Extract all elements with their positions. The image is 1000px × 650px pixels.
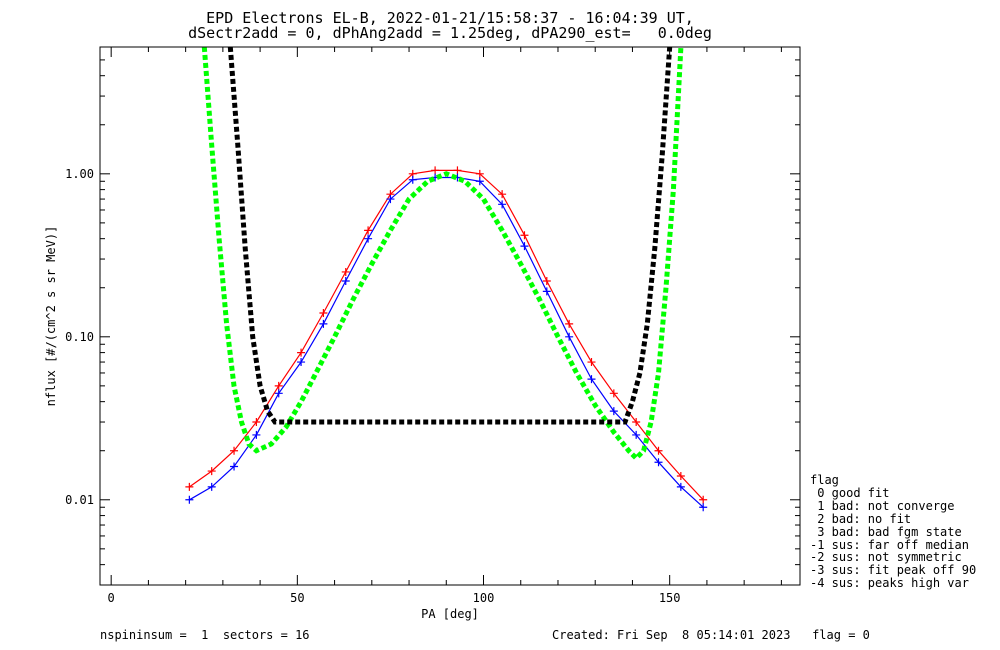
- data-point-marker: [341, 267, 350, 276]
- data-point-marker: [274, 381, 283, 390]
- legend-item: 2 bad: no fit: [810, 511, 912, 526]
- data-point-marker: [230, 462, 239, 471]
- data-point-marker: [297, 348, 306, 357]
- data-point-marker: [475, 169, 484, 178]
- x-axis-label: PA [deg]: [421, 607, 479, 621]
- footer-spin-info: nspininsum = 1 sectors = 16: [100, 628, 310, 642]
- legend-item: -1 sus: far off median: [810, 537, 969, 552]
- y-axis-label: nflux [#/(cm^2 s sr MeV)]: [44, 226, 58, 407]
- legend-title: flag: [810, 473, 839, 487]
- data-point-marker: [498, 200, 507, 209]
- data-point-marker: [319, 308, 328, 317]
- data-point-marker: [632, 430, 641, 439]
- series-line-2: [201, 47, 684, 462]
- y-tick-label: 0.10: [65, 330, 94, 344]
- data-point-marker: [542, 287, 551, 296]
- data-point-marker: [520, 231, 529, 240]
- series-line-3: [227, 47, 673, 425]
- data-point-marker: [609, 407, 618, 416]
- x-tick-label: 0: [108, 591, 115, 605]
- data-point-marker: [431, 166, 440, 175]
- data-point-marker: [252, 418, 261, 427]
- data-point-marker: [699, 503, 708, 512]
- data-point-marker: [676, 482, 685, 491]
- plot-frame: [99, 46, 801, 586]
- data-point-marker: [364, 226, 373, 235]
- series-line-1: [189, 176, 704, 508]
- data-point-marker: [654, 458, 663, 467]
- data-point-marker: [676, 471, 685, 480]
- data-point-marker: [252, 430, 261, 439]
- data-point-marker: [587, 358, 596, 367]
- legend-item: -2 sus: not symmetric: [810, 550, 962, 565]
- data-point-marker: [364, 234, 373, 243]
- x-tick-label: 50: [290, 591, 304, 605]
- x-tick-label: 100: [473, 591, 495, 605]
- data-point-marker: [475, 177, 484, 186]
- legend-item: -4 sus: peaks high var: [810, 576, 969, 591]
- data-point-marker: [699, 495, 708, 504]
- data-point-marker: [498, 190, 507, 199]
- data-point-marker: [632, 418, 641, 427]
- legend-item: 3 bad: bad fgm state: [810, 524, 962, 539]
- data-point-marker: [453, 166, 462, 175]
- data-point-marker: [207, 467, 216, 476]
- data-point-marker: [408, 175, 417, 184]
- data-point-marker: [341, 276, 350, 285]
- data-point-marker: [207, 482, 216, 491]
- data-point-marker: [230, 446, 239, 455]
- flag-legend: flag 0 good fit 1 bad: not converge 2 ba…: [810, 474, 976, 590]
- data-point-marker: [609, 389, 618, 398]
- data-point-marker: [319, 319, 328, 328]
- y-tick-label: 0.01: [65, 493, 94, 507]
- footer-created-info: Created: Fri Sep 8 05:14:01 2023 flag = …: [552, 628, 870, 642]
- data-point-marker: [587, 375, 596, 384]
- data-point-marker: [274, 389, 283, 398]
- data-point-marker: [386, 195, 395, 204]
- data-point-marker: [542, 276, 551, 285]
- series-line-0: [189, 169, 704, 501]
- legend-item: -3 sus: fit peak off 90: [810, 563, 977, 578]
- data-point-marker: [565, 332, 574, 341]
- data-point-marker: [654, 446, 663, 455]
- data-point-marker: [185, 482, 194, 491]
- x-tick-label: 150: [659, 591, 681, 605]
- legend-item: 0 good fit: [810, 485, 890, 500]
- data-point-marker: [520, 242, 529, 251]
- chart-title-line-2: dSectr2add = 0, dPhAng2add = 1.25deg, dP…: [188, 24, 712, 42]
- data-point-marker: [185, 495, 194, 504]
- data-point-marker: [565, 319, 574, 328]
- legend-item: 1 bad: not converge: [810, 498, 955, 513]
- chart-title-line-1: EPD Electrons EL-B, 2022-01-21/15:58:37 …: [206, 9, 694, 27]
- data-point-marker: [297, 358, 306, 367]
- y-tick-label: 1.00: [65, 167, 94, 181]
